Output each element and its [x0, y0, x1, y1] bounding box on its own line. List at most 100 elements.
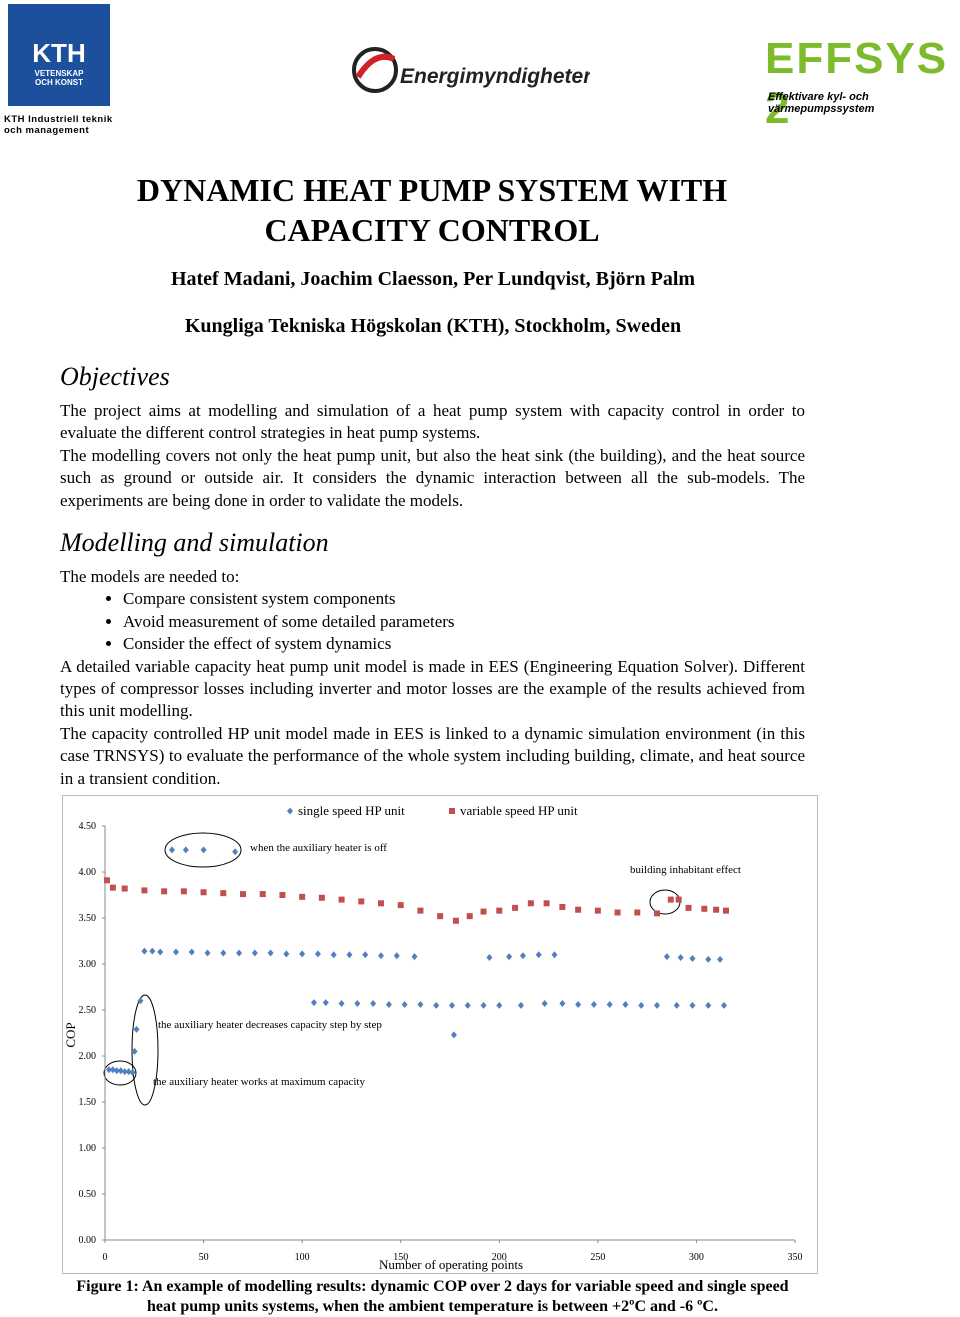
kth-school: KTH Industriell teknik och management — [4, 114, 113, 136]
point — [496, 907, 503, 914]
bullet-list: Compare consistent system components Avo… — [60, 588, 805, 655]
annotation: the auxiliary heater decreases capacity … — [158, 1019, 382, 1031]
point — [299, 950, 306, 958]
point — [346, 951, 353, 959]
point — [220, 949, 227, 957]
legend-label: variable speed HP unit — [460, 803, 578, 818]
x-axis-title: Number of operating points — [379, 1257, 523, 1272]
point — [575, 906, 582, 913]
point — [590, 1000, 597, 1008]
x-tick-label: 150 — [393, 1252, 408, 1263]
point — [701, 905, 708, 912]
point — [452, 917, 459, 924]
point — [109, 1066, 116, 1074]
point — [527, 900, 534, 907]
point — [103, 877, 110, 884]
energi-logo: Energimyndigheten — [352, 47, 590, 93]
x-tick-label: 300 — [689, 1252, 704, 1263]
point — [141, 887, 148, 894]
legend-label: single speed HP unit — [298, 803, 405, 818]
point — [121, 1068, 128, 1076]
annotation: when the auxiliary heater is off — [250, 842, 387, 854]
point — [378, 900, 384, 907]
point — [129, 1069, 136, 1077]
title: DYNAMIC HEAT PUMP SYSTEM WITH CAPACITY C… — [136, 172, 728, 248]
point — [180, 888, 187, 895]
point — [397, 902, 404, 909]
x-tick-label: 200 — [492, 1252, 507, 1263]
point — [133, 1025, 140, 1033]
point — [667, 896, 674, 903]
legend-swatch — [287, 807, 293, 815]
point — [220, 890, 227, 897]
point — [299, 893, 306, 900]
point — [480, 1001, 487, 1009]
point — [401, 1000, 408, 1008]
section-heading: Modelling and simulation — [60, 528, 329, 558]
point — [362, 951, 369, 959]
point — [638, 1001, 645, 1009]
point — [417, 907, 424, 914]
legend-swatch — [449, 808, 455, 814]
point — [121, 885, 128, 892]
chart-border — [62, 795, 818, 1274]
point — [370, 1000, 377, 1008]
effsys-tagline: Effektivare kyl- och värmepumpssystem — [768, 91, 875, 115]
point — [279, 892, 286, 898]
y-tick-label: 0.00 — [79, 1235, 97, 1246]
y-tick-label: 2.50 — [79, 1005, 97, 1016]
authors: Hatef Madani, Joachim Claesson, Per Lund… — [170, 268, 696, 290]
point — [614, 909, 621, 916]
body: Objectives The project aims at modelling… — [60, 360, 805, 790]
point — [169, 846, 176, 854]
point — [654, 910, 660, 917]
point — [512, 904, 519, 911]
point — [259, 891, 266, 898]
point — [705, 955, 712, 963]
point — [322, 999, 329, 1007]
point — [673, 1001, 680, 1009]
point — [717, 955, 724, 963]
point — [496, 1001, 503, 1009]
paragraph: The modelling covers not only the heat p… — [60, 445, 805, 510]
point — [541, 1000, 548, 1008]
point — [161, 888, 168, 895]
point — [685, 904, 692, 911]
point — [182, 846, 189, 854]
annotation: building inhabitant effect — [630, 864, 741, 876]
y-tick-label: 3.00 — [79, 959, 97, 970]
point — [385, 1000, 392, 1008]
point — [125, 1068, 132, 1076]
y-tick-label: 0.50 — [79, 1189, 97, 1200]
annotation-ellipse — [131, 994, 159, 1106]
logo-swoosh — [355, 53, 396, 79]
point — [267, 949, 274, 957]
point — [200, 889, 207, 896]
point — [575, 1000, 582, 1008]
point — [411, 953, 418, 961]
y-tick-label: 3.50 — [79, 913, 97, 924]
kth-school-line: och management — [4, 125, 90, 136]
point — [232, 848, 239, 856]
point — [437, 913, 444, 920]
point — [723, 907, 729, 914]
point — [131, 1047, 138, 1055]
x-tick-label: 0 — [103, 1252, 108, 1263]
chart: when the auxiliary heater is off buildin… — [62, 795, 818, 1274]
point — [433, 1001, 440, 1009]
point — [393, 952, 400, 960]
point — [517, 1001, 524, 1009]
annotation: the auxiliary heater works at maximum ca… — [153, 1076, 365, 1088]
point — [464, 1001, 471, 1009]
point — [450, 1031, 457, 1039]
point — [378, 952, 384, 960]
point — [310, 999, 317, 1007]
kth-name: KTH — [32, 38, 86, 68]
point — [466, 913, 473, 920]
point — [318, 894, 325, 901]
point — [149, 947, 156, 955]
x-tick-label: 100 — [295, 1252, 310, 1263]
point — [358, 898, 365, 905]
point — [543, 900, 550, 907]
annotation-ellipse — [103, 1060, 137, 1086]
